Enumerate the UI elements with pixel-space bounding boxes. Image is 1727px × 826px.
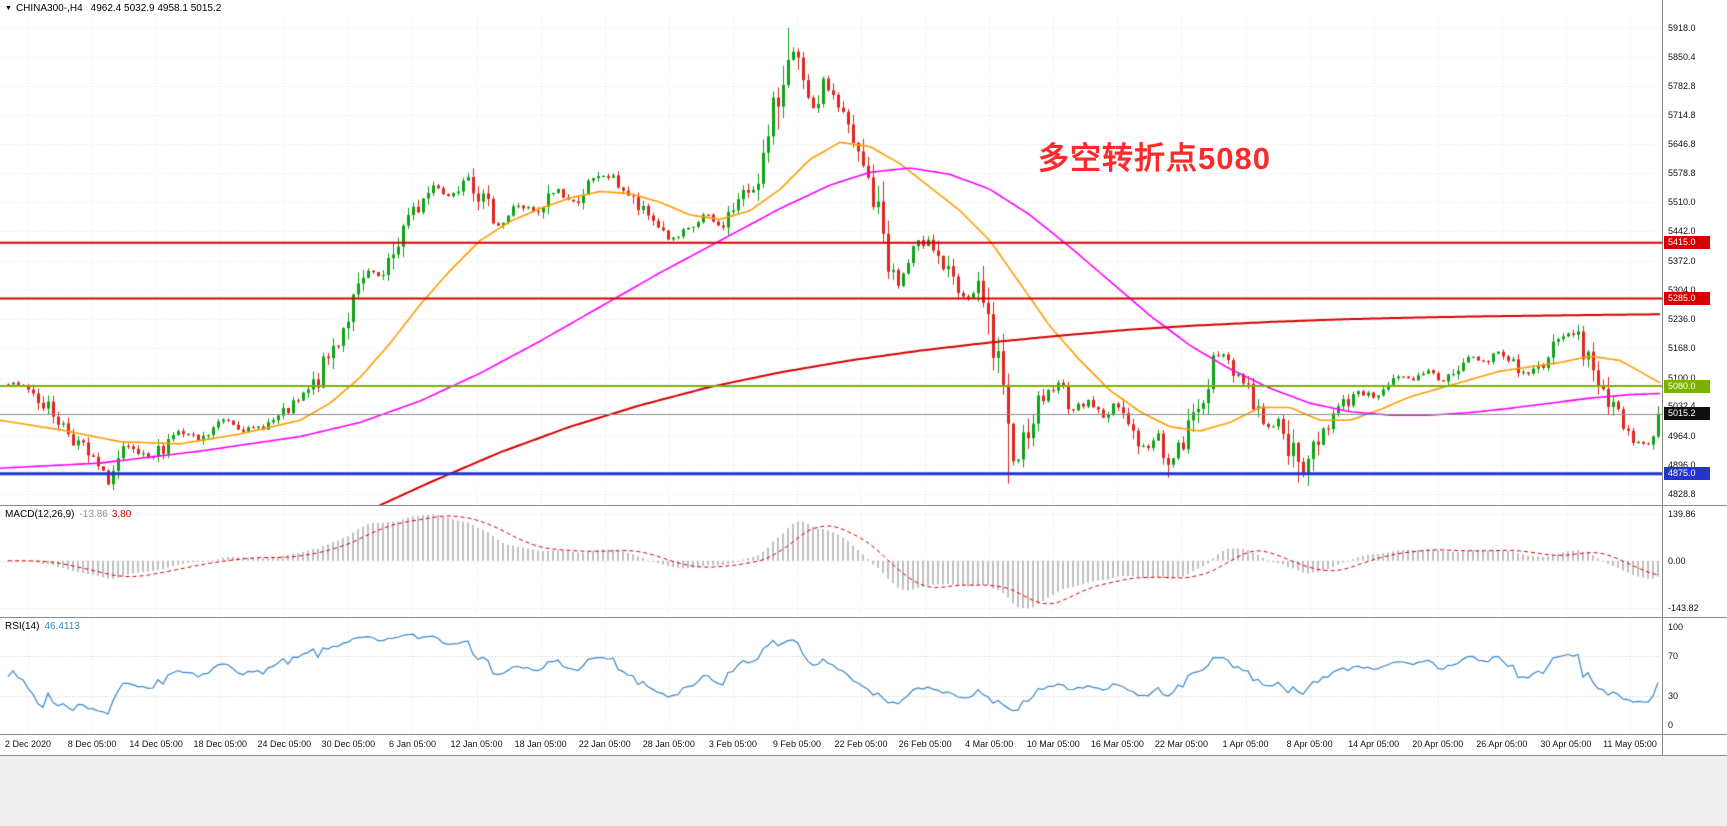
price-axis-label: 5714.8 bbox=[1668, 109, 1696, 120]
time-axis-label: 30 Dec 05:00 bbox=[321, 739, 376, 749]
time-axis-label: 24 Dec 05:00 bbox=[257, 739, 312, 749]
price-axis-label: 5646.8 bbox=[1668, 138, 1696, 149]
price-tag-5015.2: 5015.2 bbox=[1664, 407, 1710, 421]
price-tag-4875.0: 4875.0 bbox=[1664, 467, 1710, 481]
chart-menu-icon[interactable]: ▼ bbox=[5, 5, 12, 12]
time-axis-label: 20 Apr 05:00 bbox=[1412, 739, 1464, 749]
time-axis-label: 14 Apr 05:00 bbox=[1348, 739, 1400, 749]
macd-name: MACD(12,26,9) bbox=[5, 509, 75, 520]
price-axis-label: 4828.8 bbox=[1668, 488, 1696, 499]
rsi-axis-label: 100 bbox=[1668, 621, 1684, 632]
candlestick-chart-canvas[interactable] bbox=[0, 0, 1662, 734]
price-tag-5080.0: 5080.0 bbox=[1664, 379, 1710, 393]
price-axis-label: 5304.0 bbox=[1668, 285, 1696, 296]
price-axis-label: 4896.0 bbox=[1668, 459, 1696, 470]
time-axis-label: 28 Jan 05:00 bbox=[642, 739, 695, 749]
price-axis-label: 5442.0 bbox=[1668, 226, 1696, 237]
price-axis-label: 5372.0 bbox=[1668, 256, 1696, 267]
time-axis-label: 8 Dec 05:00 bbox=[67, 739, 117, 749]
window-bottom-edge bbox=[0, 755, 1727, 756]
time-axis-label: 6 Jan 05:00 bbox=[388, 739, 436, 749]
rsi-value: 46.4113 bbox=[44, 621, 80, 632]
price-axis-label: 5168.0 bbox=[1668, 343, 1696, 354]
time-axis-label: 8 Apr 05:00 bbox=[1286, 739, 1333, 749]
macd-axis-label: -143.82 bbox=[1668, 603, 1699, 614]
rsi-indicator-label: RSI(14) 46.4113 bbox=[5, 621, 80, 632]
time-axis-label: 22 Mar 05:00 bbox=[1154, 739, 1208, 749]
macd-axis-label: 0.00 bbox=[1668, 555, 1686, 566]
ohlc-values: 4962.4 5032.9 4958.1 5015.2 bbox=[90, 3, 222, 14]
price-axis-label: 5918.0 bbox=[1668, 22, 1696, 33]
price-axis[interactable]: 5918.0 5850.4 5782.8 5714.8 5646.8 5578.8 5510… bbox=[1662, 0, 1727, 755]
bottom-panel bbox=[0, 756, 1727, 826]
price-axis-label: 5850.4 bbox=[1668, 51, 1696, 62]
time-axis-label: 22 Jan 05:00 bbox=[578, 739, 631, 749]
time-axis[interactable]: 2 Dec 2020 8 Dec 05:00 14 Dec 05:00 18 Dec … bbox=[0, 735, 1662, 755]
panel-separator-main-macd[interactable] bbox=[0, 505, 1727, 506]
time-axis-label: 22 Feb 05:00 bbox=[834, 739, 888, 749]
rsi-name: RSI(14) bbox=[5, 621, 40, 632]
time-axis-label: 26 Apr 05:00 bbox=[1476, 739, 1528, 749]
price-axis-label: 5782.8 bbox=[1668, 80, 1696, 91]
time-axis-label: 18 Jan 05:00 bbox=[514, 739, 567, 749]
panel-separator-macd-rsi[interactable] bbox=[0, 617, 1727, 618]
time-axis-label: 30 Apr 05:00 bbox=[1540, 739, 1592, 749]
price-axis-label: 5510.0 bbox=[1668, 197, 1696, 208]
macd-axis-label: 139.86 bbox=[1668, 509, 1696, 520]
chart-title: ▼ CHINA300-,H4 4962.4 5032.9 4958.1 5015.2 bbox=[5, 3, 221, 14]
time-axis-label: 4 Mar 05:00 bbox=[965, 739, 1014, 749]
time-axis-label: 2 Dec 2020 bbox=[4, 739, 52, 749]
time-axis-label: 9 Feb 05:00 bbox=[772, 739, 821, 749]
symbol-timeframe-label: CHINA300-,H4 bbox=[15, 3, 83, 14]
time-axis-label: 1 Apr 05:00 bbox=[1222, 739, 1269, 749]
price-axis-label: 5032.4 bbox=[1668, 401, 1696, 411]
price-axis-label: 5236.0 bbox=[1668, 314, 1696, 325]
price-tag-5285.0: 5285.0 bbox=[1664, 291, 1710, 305]
annotation-text[interactable]: 多空转折点5080 bbox=[1038, 141, 1271, 176]
price-axis-label: 5100.0 bbox=[1668, 372, 1696, 383]
time-axis-label: 3 Feb 05:00 bbox=[708, 739, 757, 749]
price-axis-label: 4964.0 bbox=[1668, 430, 1696, 441]
time-axis-label: 11 May 05:00 bbox=[1603, 739, 1657, 749]
time-axis-label: 10 Mar 05:00 bbox=[1026, 739, 1080, 749]
panel-separator-rsi-timeaxis bbox=[0, 734, 1727, 735]
time-axis-label: 14 Dec 05:00 bbox=[129, 739, 183, 749]
rsi-axis-label: 0 bbox=[1668, 720, 1674, 731]
time-axis-label: 12 Jan 05:00 bbox=[450, 739, 503, 749]
macd-indicator-label: MACD(12,26,9) -13.86 3.80 bbox=[5, 509, 131, 520]
price-tag-5415.0: 5415.0 bbox=[1664, 236, 1710, 250]
rsi-axis-label: 70 bbox=[1668, 651, 1679, 662]
macd-main-value: -13.86 bbox=[79, 509, 108, 520]
time-axis-label: 26 Feb 05:00 bbox=[898, 739, 952, 749]
macd-signal-value: 3.80 bbox=[111, 509, 132, 520]
time-axis-label: 16 Mar 05:00 bbox=[1090, 739, 1144, 749]
time-axis-label: 18 Dec 05:00 bbox=[193, 739, 248, 749]
price-axis-label: 5578.8 bbox=[1668, 167, 1696, 178]
rsi-axis-label: 30 bbox=[1668, 690, 1679, 701]
